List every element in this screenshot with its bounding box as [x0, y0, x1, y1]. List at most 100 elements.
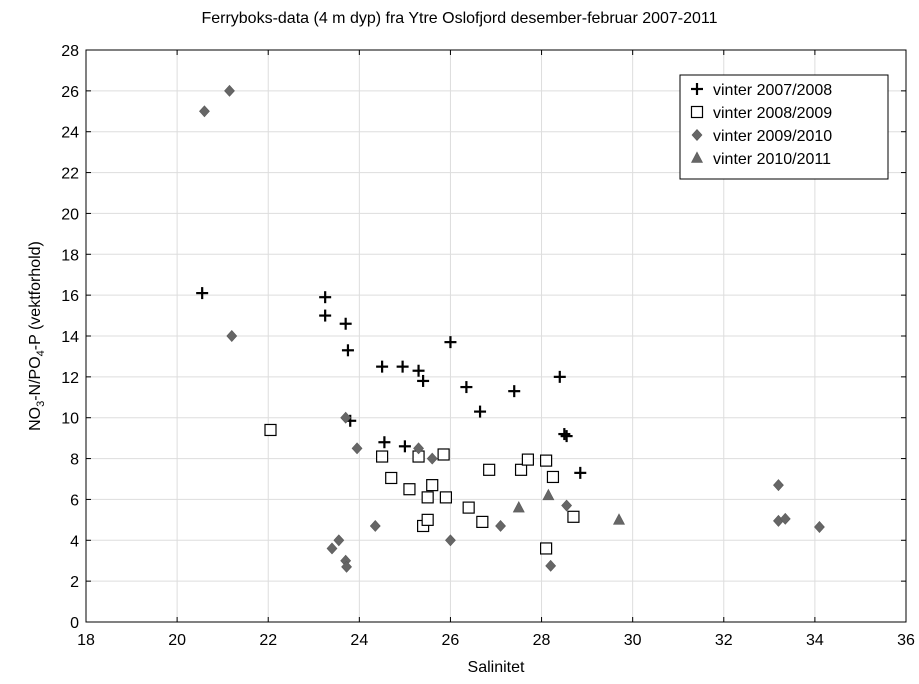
data-point-diamond: [351, 442, 363, 455]
y-axis-title-part: NO: [27, 407, 44, 431]
x-tick-label: 22: [259, 632, 277, 649]
legend-label: vinter 2007/2008: [713, 82, 832, 99]
data-point-diamond: [561, 499, 573, 512]
data-point-plus: [319, 291, 332, 304]
legend-label: vinter 2008/2009: [713, 105, 832, 122]
data-point-diamond: [226, 330, 238, 342]
data-point-diamond: [814, 521, 825, 533]
y-axis-title-subscript: 3: [35, 401, 47, 407]
data-point-plus: [417, 374, 430, 387]
data-point-diamond: [445, 534, 456, 547]
data-point-diamond: [779, 512, 791, 525]
data-point-plus: [444, 336, 457, 349]
y-axis-title-part: -P (vektforhold): [27, 241, 44, 350]
data-point-diamond: [773, 479, 784, 492]
y-tick-label: 20: [61, 206, 79, 223]
data-point-square: [476, 515, 489, 529]
data-point-square: [421, 513, 434, 526]
data-point-diamond: [224, 84, 235, 97]
x-tick-label: 36: [897, 632, 915, 649]
x-tick-label: 24: [350, 632, 368, 649]
data-point-square: [567, 510, 580, 523]
y-tick-label: 24: [61, 125, 79, 142]
data-point-triangle: [613, 513, 625, 525]
data-point-square: [514, 463, 528, 476]
data-point-square: [376, 450, 389, 463]
data-point-triangle: [542, 488, 555, 501]
y-tick-label: 28: [61, 43, 79, 60]
data-point-square: [264, 423, 277, 437]
data-point-diamond: [341, 560, 352, 573]
y-axis-title: NO3-N/PO4-P (vektforhold): [27, 241, 47, 431]
data-point-square: [540, 454, 553, 467]
data-point-plus: [376, 360, 389, 373]
data-point-diamond: [340, 411, 352, 424]
data-point-plus: [339, 317, 352, 330]
data-point-plus: [558, 428, 571, 441]
data-point-plus: [398, 440, 411, 453]
x-tick-label: 32: [715, 632, 733, 649]
y-tick-label: 6: [70, 492, 79, 509]
data-point-plus: [396, 360, 409, 373]
data-point-plus: [378, 436, 391, 449]
data-point-plus: [560, 430, 573, 443]
legend-marker-square: [690, 105, 704, 119]
x-tick-label: 26: [442, 632, 460, 649]
data-point-diamond: [369, 520, 381, 532]
data-point-square: [439, 491, 452, 504]
x-tick-label: 18: [77, 632, 95, 649]
data-points: [196, 84, 825, 573]
y-axis-title-part: -N/PO: [27, 356, 44, 400]
y-tick-label: 26: [61, 84, 79, 101]
y-tick-label: 8: [70, 452, 79, 469]
data-point-diamond: [495, 520, 506, 532]
data-point-triangle: [512, 500, 525, 513]
data-point-diamond: [333, 534, 345, 547]
data-point-diamond: [545, 559, 557, 572]
data-point-square: [546, 470, 560, 484]
legend-marker-triangle: [691, 151, 703, 163]
axis-ticks: [85, 49, 907, 623]
legend-marker-diamond: [691, 129, 703, 141]
y-tick-label: 12: [61, 370, 79, 387]
x-tick-label: 30: [624, 632, 642, 649]
data-point-square: [421, 491, 434, 504]
data-point-plus: [553, 370, 566, 383]
data-point-plus: [474, 405, 487, 418]
data-point-square: [437, 448, 450, 461]
data-point-square: [540, 542, 553, 555]
data-point-plus: [196, 287, 209, 300]
chart-title: Ferryboks-data (4 m dyp) fra Ytre Oslofj…: [201, 10, 718, 27]
y-tick-label: 18: [61, 247, 79, 264]
data-point-square: [426, 479, 439, 492]
legend-box: [679, 74, 889, 180]
data-point-square: [483, 463, 496, 476]
y-tick-label: 4: [70, 533, 79, 550]
legend-label: vinter 2010/2011: [713, 151, 831, 168]
x-tick-labels: 18 20 22 24 26 28 30 32 34 36: [77, 632, 915, 649]
y-tick-label: 0: [70, 615, 79, 632]
data-point-plus: [412, 364, 425, 377]
y-tick-label: 10: [61, 411, 79, 428]
x-tick-label: 34: [806, 632, 824, 649]
data-point-square: [403, 483, 416, 496]
data-point-square: [462, 501, 475, 514]
data-point-diamond: [326, 542, 338, 555]
y-tick-label: 14: [61, 329, 79, 346]
y-axis-title-subscript: 4: [35, 350, 47, 356]
grid-lines: [86, 50, 906, 622]
legend-label: vinter 2009/2010: [713, 128, 832, 145]
data-point-plus: [341, 344, 354, 357]
y-tick-label: 16: [61, 288, 79, 305]
data-point-plus: [508, 385, 521, 398]
data-point-diamond: [199, 105, 210, 118]
y-tick-label: 2: [70, 574, 79, 591]
data-point-diamond: [426, 452, 438, 465]
data-point-square: [385, 471, 398, 485]
data-point-square: [521, 453, 534, 466]
data-point-diamond: [413, 442, 424, 455]
x-tick-label: 28: [533, 632, 551, 649]
legend: vinter 2007/2008 vinter 2008/2009 vinter 2…: [679, 74, 889, 180]
